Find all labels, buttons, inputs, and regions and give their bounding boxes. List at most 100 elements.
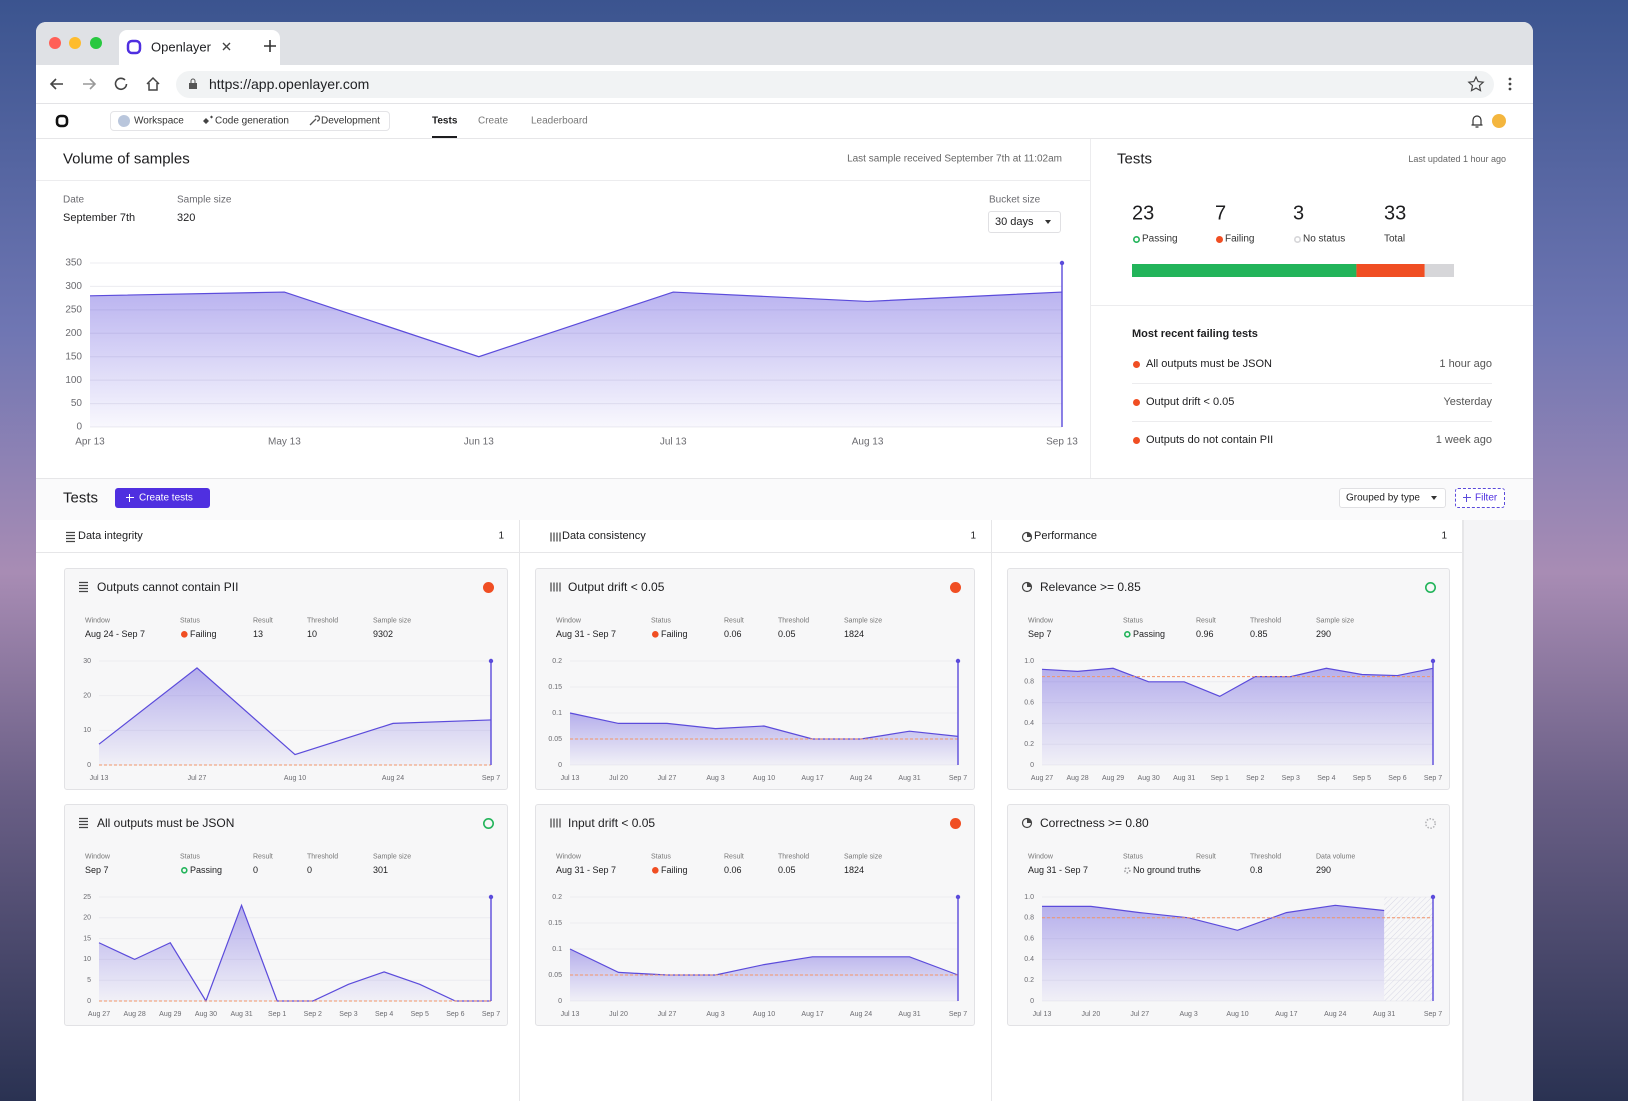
- card-icon-shape: [79, 581, 88, 593]
- y-tick-label: 0: [87, 762, 91, 769]
- summary-content: Tests Last updated 1 hour ago 23 Passing 7 Fa…: [1090, 138, 1533, 478]
- field-label: Threshold: [1250, 617, 1282, 625]
- x-tick-label: Aug 24: [1324, 1011, 1346, 1018]
- y-tick-label: 100: [65, 375, 82, 386]
- nav-tab[interactable]: Leaderboard: [531, 115, 588, 127]
- failing-test[interactable]: Outputs do not contain PII: [1146, 434, 1274, 446]
- close-window[interactable]: [49, 37, 61, 49]
- bookmark[interactable]: [1467, 75, 1485, 92]
- status-icon: [1132, 398, 1140, 406]
- x-tick-label: Apr 13: [75, 437, 105, 448]
- stat-label: No status: [1303, 233, 1346, 245]
- field-value: Failing: [190, 629, 217, 639]
- filter-label[interactable]: Filter: [1475, 492, 1498, 504]
- test-card[interactable]: All outputs must be JSON Window Sep 7 Statu…: [64, 804, 508, 1026]
- y-tick-label: 0.6: [1024, 699, 1034, 706]
- x-tick-label: Aug 3: [706, 775, 724, 782]
- dropdown-value[interactable]: Grouped by type: [1346, 492, 1420, 504]
- y-tick-label: 300: [65, 281, 82, 292]
- x-tick-label: Sep 7: [482, 775, 500, 782]
- section-title: Tests: [63, 489, 99, 507]
- status-icon-shape: [1123, 866, 1131, 874]
- x-tick-label: Jun 13: [464, 437, 494, 448]
- notifications[interactable]: [1471, 115, 1483, 128]
- test-card[interactable]: Relevance >= 0.85 Window Sep 7 Status Passin…: [1007, 568, 1450, 790]
- y-tick-label: 0.2: [1024, 977, 1034, 984]
- chart: 0 0.2 0.4 0.6 0.8 1.0 Jul 13 Jul 20 Jul 27 Aug 3 A…: [1024, 894, 1442, 1018]
- card-icon-shape: [1027, 818, 1032, 823]
- field-value: 1824: [844, 865, 865, 875]
- x-tick-label: Jul 13: [1033, 1011, 1052, 1018]
- x-tick-label: Sep 7: [1424, 1011, 1442, 1018]
- test-card[interactable]: Outputs cannot contain PII Window Aug 24 -…: [64, 568, 508, 790]
- group-dropdown[interactable]: [1339, 488, 1446, 508]
- create-button[interactable]: [115, 488, 210, 508]
- minimize-window[interactable]: [69, 37, 81, 49]
- filter-button[interactable]: [1455, 488, 1505, 508]
- panel-title[interactable]: Volume of samples: [63, 150, 190, 168]
- dropdown-value[interactable]: 30 days: [995, 216, 1034, 228]
- status-icon-shape: [1424, 817, 1436, 829]
- status-icon: [1132, 360, 1140, 368]
- y-tick-label: 200: [65, 328, 82, 339]
- cursor-dot: [488, 894, 494, 900]
- tab-close[interactable]: [222, 42, 231, 51]
- test-card[interactable]: Correctness >= 0.80 Window Aug 31 - Sep 7 S…: [1007, 804, 1450, 1026]
- status-bar-segment: [1132, 264, 1357, 277]
- breadcrumb[interactable]: Workspace: [134, 115, 184, 127]
- field-label: Result: [253, 617, 273, 625]
- field-label: Threshold: [778, 853, 810, 861]
- new-tab[interactable]: [264, 40, 276, 52]
- card-title: Relevance >= 0.85: [1040, 580, 1141, 594]
- breadcrumb-box: [110, 111, 390, 131]
- url[interactable]: https://app.openlayer.com: [209, 76, 370, 92]
- y-tick-label: 1.0: [1024, 658, 1034, 665]
- status-icon: [180, 866, 188, 874]
- status-icon-shape: [949, 817, 961, 829]
- bucket-dropdown[interactable]: [988, 211, 1061, 233]
- url-field[interactable]: [176, 71, 1494, 98]
- status-icon: [482, 817, 494, 829]
- test-card[interactable]: Input drift < 0.05 Window Aug 31 - Sep 7 St…: [535, 804, 975, 1026]
- status-icon-shape: [1132, 398, 1140, 406]
- app-logo[interactable]: [55, 114, 69, 128]
- group-column: Performance 1 Relevance >= 0.85 Window Sep 7…: [992, 520, 1463, 1101]
- back[interactable]: [49, 78, 63, 90]
- menu[interactable]: [1508, 77, 1512, 91]
- tab[interactable]: [119, 30, 280, 65]
- status-icon: [949, 817, 961, 829]
- home[interactable]: [146, 76, 160, 91]
- forward[interactable]: [83, 78, 97, 90]
- test-card[interactable]: Output drift < 0.05 Window Aug 31 - Sep 7 S…: [535, 568, 975, 790]
- chart: 0 10 20 30 Jul 13 Jul 27 Aug 10 Aug 24 Sep 7: [83, 658, 500, 782]
- y-tick-label: 30: [83, 658, 91, 665]
- y-tick-label: 0: [1030, 762, 1034, 769]
- y-tick-label: 0: [76, 422, 82, 433]
- x-tick-label: Aug 31: [898, 775, 920, 782]
- chart: 0 0.05 0.1 0.15 0.2 Jul 13 Jul 20 Jul 27 Aug 3 Au…: [548, 894, 967, 1018]
- status-icon-shape: [1132, 360, 1140, 368]
- nav-tab[interactable]: Create: [478, 115, 509, 127]
- breadcrumb[interactable]: Code generation: [215, 115, 289, 127]
- breadcrumb[interactable]: Development: [321, 115, 380, 127]
- status-icon: [1132, 235, 1140, 243]
- x-tick-label: Aug 31: [898, 1011, 920, 1018]
- group-icon-shape: [550, 532, 561, 542]
- tab-title[interactable]: Openlayer: [151, 39, 211, 55]
- field-value: –: [1196, 865, 1202, 875]
- reload[interactable]: [114, 77, 128, 91]
- group-name: Data consistency: [562, 530, 646, 542]
- user-avatar[interactable]: [1492, 114, 1506, 128]
- nav-tab[interactable]: Tests: [432, 115, 458, 127]
- button-label[interactable]: Create tests: [139, 492, 193, 504]
- field-label: Window: [1028, 853, 1053, 861]
- maximize-window[interactable]: [90, 37, 102, 49]
- x-tick-label: Aug 29: [159, 1011, 181, 1018]
- x-tick-label: Aug 30: [195, 1011, 217, 1018]
- field-label: Status: [651, 853, 671, 861]
- card-title: Input drift < 0.05: [568, 816, 656, 830]
- failing-test[interactable]: Output drift < 0.05: [1146, 396, 1235, 408]
- field-value: 1824: [844, 629, 865, 639]
- failing-test[interactable]: All outputs must be JSON: [1146, 358, 1272, 370]
- y-tick-label: 0.4: [1024, 720, 1034, 727]
